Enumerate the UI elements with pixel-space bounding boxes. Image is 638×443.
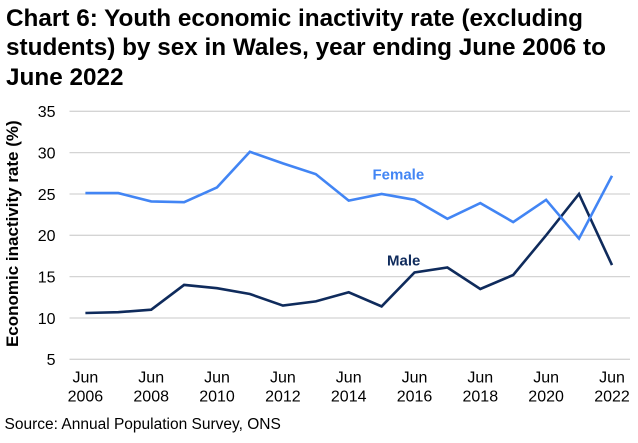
svg-text:25: 25 — [38, 187, 56, 204]
svg-text:2006: 2006 — [68, 388, 104, 405]
svg-text:Jun: Jun — [73, 370, 99, 387]
svg-text:Jun: Jun — [138, 370, 164, 387]
svg-text:2012: 2012 — [265, 388, 301, 405]
svg-text:35: 35 — [38, 104, 56, 121]
svg-text:Jun: Jun — [270, 370, 296, 387]
svg-text:Jun: Jun — [402, 370, 428, 387]
svg-text:15: 15 — [38, 269, 56, 286]
svg-text:Jun: Jun — [336, 370, 362, 387]
svg-text:Jun: Jun — [533, 370, 559, 387]
svg-text:30: 30 — [38, 145, 56, 162]
svg-text:2016: 2016 — [397, 388, 433, 405]
svg-text:5: 5 — [47, 352, 56, 369]
svg-text:2020: 2020 — [528, 388, 564, 405]
svg-text:Jun: Jun — [467, 370, 493, 387]
svg-text:2010: 2010 — [199, 388, 235, 405]
svg-text:Female: Female — [373, 167, 425, 184]
svg-text:20: 20 — [38, 228, 56, 245]
svg-text:Jun: Jun — [204, 370, 230, 387]
svg-text:2022: 2022 — [594, 388, 630, 405]
svg-text:Jun: Jun — [599, 370, 625, 387]
svg-text:Economic inactivity rate (%): Economic inactivity rate (%) — [3, 120, 22, 347]
svg-text:10: 10 — [38, 311, 56, 328]
svg-text:2014: 2014 — [331, 388, 367, 405]
svg-text:2018: 2018 — [463, 388, 499, 405]
svg-text:2008: 2008 — [133, 388, 169, 405]
svg-text:Male: Male — [387, 253, 420, 270]
